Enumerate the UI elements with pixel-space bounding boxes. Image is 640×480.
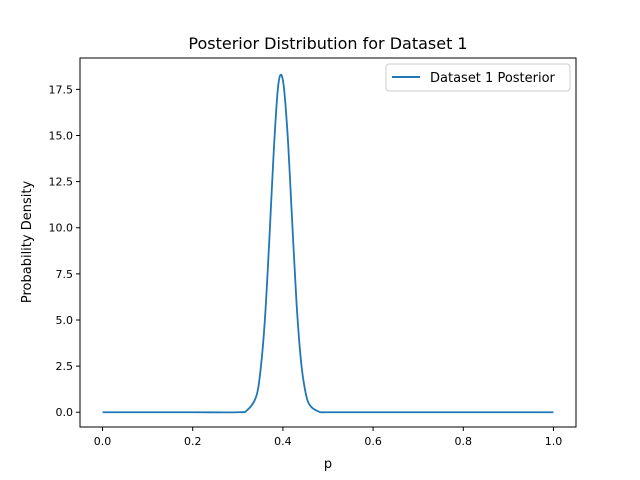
x-tick-label: 0.2 <box>184 435 202 448</box>
x-axis: 0.0 0.2 0.4 0.6 0.8 1.0 <box>94 427 562 448</box>
x-axis-label: p <box>324 457 332 472</box>
legend-label: Dataset 1 Posterior <box>430 71 556 86</box>
y-tick-label: 17.5 <box>49 83 74 96</box>
x-tick-label: 0.0 <box>94 435 112 448</box>
plot-area <box>102 73 554 414</box>
y-tick-label: 2.5 <box>56 360 74 373</box>
y-tick-label: 5.0 <box>56 314 74 327</box>
x-tick-label: 0.6 <box>364 435 382 448</box>
y-tick-label: 15.0 <box>49 129 74 142</box>
x-tick-label: 1.0 <box>545 435 563 448</box>
y-axis: 0.0 2.5 5.0 7.5 10.0 12.5 15.0 17.5 <box>49 83 80 419</box>
chart-title: Posterior Distribution for Dataset 1 <box>188 34 467 53</box>
y-tick-label: 7.5 <box>56 268 74 281</box>
y-tick-label: 0.0 <box>56 406 74 419</box>
series-line-0 <box>102 73 554 414</box>
legend-box <box>385 63 571 92</box>
legend: Dataset 1 Posterior <box>385 63 571 92</box>
y-tick-label: 12.5 <box>49 176 74 189</box>
axes-frame <box>79 57 577 428</box>
y-axis-label: Probability Density <box>20 181 35 304</box>
x-tick-label: 0.8 <box>455 435 473 448</box>
x-tick-label: 0.4 <box>274 435 292 448</box>
y-tick-label: 10.0 <box>49 222 74 235</box>
